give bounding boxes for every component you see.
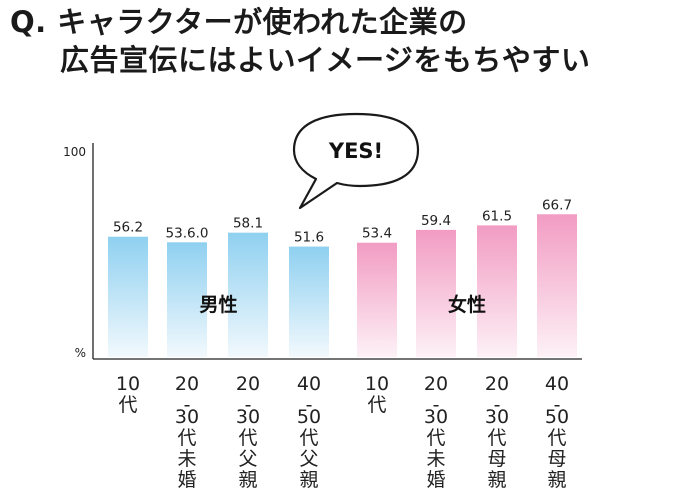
category-label-2-part-2: - [184,394,191,416]
category-label-8-part-1: 40 [545,373,569,395]
value-label-7: 61.5 [482,208,512,224]
category-label-8-part-6: 親 [547,469,566,491]
value-label-1: 56.2 [113,220,143,236]
category-label-6-part-2: - [433,394,440,416]
y-tick-bottom: % [75,346,86,360]
category-label-4-part-6: 親 [299,469,318,491]
category-label-4-part-5: 父 [299,448,318,470]
category-label-2-part-3: 30 [175,406,199,428]
y-tick-top: 100 [63,145,86,159]
category-label-3-part-6: 親 [238,469,257,491]
category-label-2-part-6: 婚 [177,469,196,491]
category-label-8-part-5: 母 [547,448,566,470]
category-label-7-part-2: - [494,394,501,416]
category-label-7-part-3: 30 [485,406,509,428]
category-label-5-part-1: 10 [365,373,389,395]
category-label-7-part-4: 代 [487,427,506,449]
category-label-6-part-3: 30 [424,406,448,428]
category-label-6-part-5: 未 [426,448,445,470]
category-label-4-part-2: - [306,394,313,416]
category-label-3-part-2: - [245,394,252,416]
category-label-3-part-1: 20 [236,373,260,395]
question-line-2: 広告宣伝にはよいイメージをもちやすい [60,43,591,77]
value-label-6: 59.4 [421,213,451,229]
category-label-2-part-1: 20 [175,373,199,395]
category-label-4-part-3: 50 [297,406,321,428]
category-label-4-part-1: 40 [297,373,321,395]
category-label-5-part-2: 代 [367,394,386,416]
speech-bubble: YES! [292,112,420,210]
category-label-8-part-2: - [554,394,561,416]
category-label-1-part-1: 10 [116,373,140,395]
group-label-1: 男性 [199,293,237,316]
value-label-4: 51.6 [294,230,324,246]
category-label-3-part-3: 30 [236,406,260,428]
value-label-8: 66.7 [542,197,572,213]
value-label-5: 53.4 [362,226,392,242]
category-label-6-part-1: 20 [424,373,448,395]
category-label-1-part-2: 代 [118,394,137,416]
bar-5 [357,242,397,357]
bar-1 [108,236,148,357]
category-label-8-part-3: 50 [545,406,569,428]
question-line-1: Q. キャラクターが使われた企業の [10,5,468,39]
category-label-4-part-4: 代 [299,427,318,449]
category-label-7-part-1: 20 [485,373,509,395]
category-label-7-part-5: 母 [487,448,506,470]
bar-8 [537,214,577,357]
category-label-3-part-5: 父 [238,448,257,470]
bar-4 [289,246,329,357]
category-label-6-part-4: 代 [426,427,445,449]
bubble-text: YES! [328,139,383,163]
bar-2 [167,242,207,357]
category-label-6-part-6: 婚 [426,469,445,491]
bar-6 [416,229,456,357]
category-label-7-part-6: 親 [487,469,506,491]
category-label-3-part-4: 代 [238,427,257,449]
bar-7 [477,225,517,357]
category-label-8-part-4: 代 [547,427,566,449]
bar-3 [228,232,268,357]
value-label-2: 53.6.0 [166,225,209,241]
group-label-2: 女性 [448,293,486,316]
category-label-2-part-5: 未 [177,448,196,470]
category-label-2-part-4: 代 [177,427,196,449]
value-label-3: 58.1 [233,216,263,232]
